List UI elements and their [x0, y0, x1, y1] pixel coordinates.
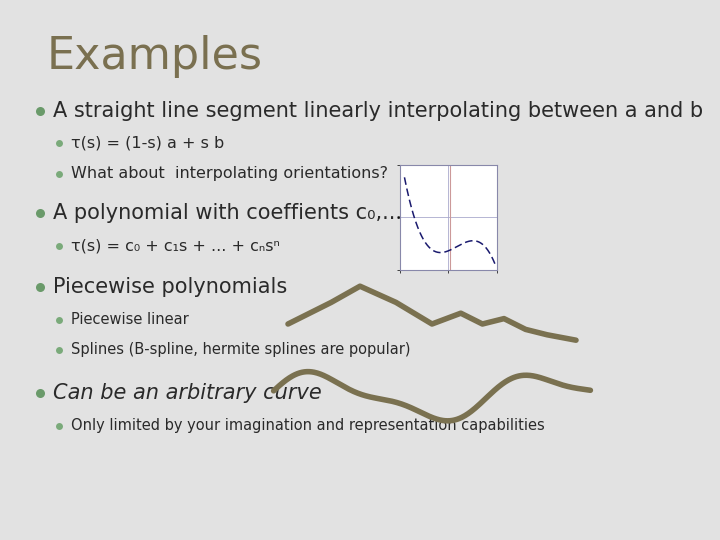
Text: Examples: Examples: [47, 35, 263, 78]
Text: A straight line segment linearly interpolating between a and b: A straight line segment linearly interpo…: [53, 100, 703, 121]
Text: What about  interpolating orientations?: What about interpolating orientations?: [71, 166, 387, 181]
Text: Only limited by your imagination and representation capabilities: Only limited by your imagination and rep…: [71, 418, 544, 433]
Text: Can be an arbitrary curve: Can be an arbitrary curve: [53, 383, 321, 403]
Bar: [0, 0, 619, 540]
Text: Piecewise polynomials: Piecewise polynomials: [53, 277, 287, 298]
Text: A polynomial with coeffients c₀,...,cₙ: A polynomial with coeffients c₀,...,cₙ: [53, 203, 428, 224]
Text: τ(s) = c₀ + c₁s + ... + cₙsⁿ: τ(s) = c₀ + c₁s + ... + cₙsⁿ: [71, 238, 279, 253]
Text: Splines (B-spline, hermite splines are popular): Splines (B-spline, hermite splines are p…: [71, 342, 410, 357]
Text: τ(s) = (1-s) a + s b: τ(s) = (1-s) a + s b: [71, 136, 224, 151]
Text: Piecewise linear: Piecewise linear: [71, 312, 189, 327]
